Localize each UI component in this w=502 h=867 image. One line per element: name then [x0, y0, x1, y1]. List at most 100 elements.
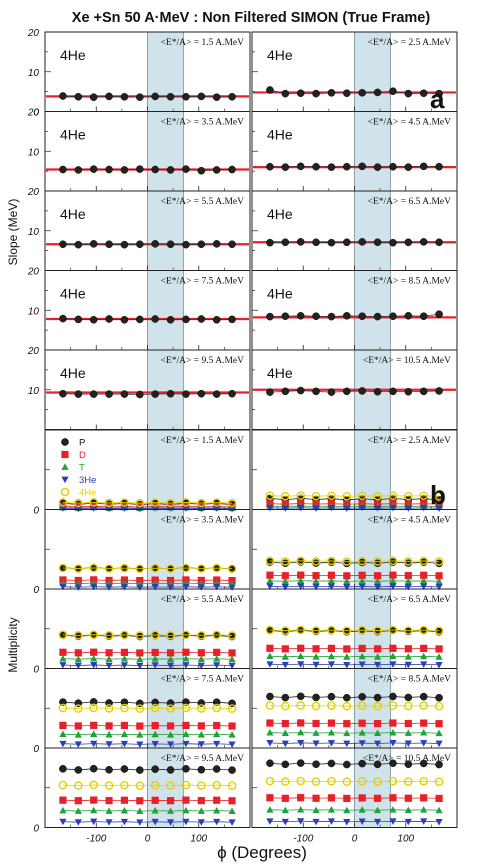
- multiplicity-point: [404, 661, 412, 669]
- multiplicity-series-line: [269, 780, 440, 783]
- multiplicity-point: [58, 498, 68, 507]
- multiplicity-point: [120, 765, 129, 773]
- multiplicity-point: [327, 776, 336, 786]
- multiplicity-point: [58, 780, 68, 790]
- multiplicity-point: [420, 806, 428, 813]
- multiplicity-point: [135, 631, 145, 640]
- multiplicity-point: [281, 719, 289, 728]
- energy-label: <E*/A> = 5.5 A.MeV: [161, 197, 245, 207]
- multiplicity-point: [74, 731, 82, 738]
- slope-point: [358, 162, 366, 171]
- slope-point: [166, 389, 175, 398]
- multiplicity-point: [327, 740, 336, 747]
- multiplicity-point: [181, 563, 191, 573]
- particle-label: 4He: [267, 127, 293, 143]
- multiplicity-point: [404, 818, 412, 826]
- multiplicity-point: [120, 648, 129, 656]
- slope-point: [151, 92, 159, 101]
- multiplicity-point: [166, 741, 175, 748]
- multiplicity-point: [135, 704, 145, 713]
- multiplicity-point: [59, 698, 67, 706]
- multiplicity-point: [342, 701, 352, 711]
- slope-point: [419, 162, 428, 171]
- y-tick-label: 20: [27, 267, 40, 278]
- slope-point: [197, 166, 206, 175]
- multiplicity-point: [404, 583, 412, 591]
- multiplicity-point: [312, 806, 320, 814]
- multiplicity-series-line: [269, 629, 440, 632]
- multiplicity-point: [404, 626, 413, 635]
- multiplicity-point: [213, 796, 221, 804]
- multiplicity-point: [312, 661, 320, 669]
- multiplicity-point: [166, 731, 175, 738]
- multiplicity-point: [182, 721, 190, 730]
- multiplicity-point: [296, 701, 305, 710]
- slope-point: [343, 238, 351, 247]
- multiplicity-point: [342, 492, 352, 501]
- multiplicity-point: [297, 739, 305, 747]
- multiplicity-point: [281, 491, 290, 501]
- multiplicity-point: [266, 692, 274, 701]
- particle-label: 4He: [267, 286, 293, 302]
- slope-point: [105, 92, 113, 101]
- multiplicity-point: [58, 563, 68, 573]
- multiplicity-point: [266, 571, 274, 579]
- multiplicity-series-line: [269, 580, 440, 582]
- multiplicity-point: [266, 728, 274, 736]
- multiplicity-point: [358, 652, 366, 660]
- multiplicity-point: [404, 693, 413, 702]
- multiplicity-point: [59, 818, 67, 826]
- slope-point: [435, 162, 443, 171]
- y-tick-label: 10: [28, 147, 40, 158]
- multiplicity-point: [297, 806, 305, 813]
- multiplicity-point: [228, 797, 236, 805]
- multiplicity-point: [227, 631, 237, 640]
- multiplicity-point: [136, 741, 144, 748]
- multiplicity-point: [213, 648, 221, 656]
- multiplicity-point: [358, 661, 366, 668]
- multiplicity-point: [312, 818, 320, 826]
- legend-label: 3He: [79, 475, 96, 486]
- slope-point: [182, 240, 190, 249]
- multiplicity-point: [120, 806, 129, 814]
- slope-point: [120, 390, 129, 398]
- multiplicity-point: [182, 730, 190, 738]
- slope-point: [74, 166, 83, 174]
- energy-label: <E*/A> = 6.5 A.MeV: [368, 197, 452, 207]
- slope-point: [312, 162, 320, 171]
- multiplicity-point: [104, 630, 114, 640]
- multiplicity-series-line: [62, 658, 233, 660]
- multiplicity-point: [59, 648, 67, 656]
- energy-label: <E*/A> = 8.5 A.MeV: [368, 675, 452, 685]
- multiplicity-point: [265, 491, 275, 500]
- slope-point: [266, 388, 274, 396]
- multiplicity-point: [228, 722, 236, 730]
- slope-point: [389, 238, 397, 247]
- multiplicity-point: [358, 759, 366, 768]
- multiplicity-point: [404, 760, 413, 769]
- slope-point: [212, 240, 221, 248]
- slope-point: [89, 93, 98, 101]
- multiplicity-series-line: [269, 797, 440, 799]
- multiplicity-point: [435, 693, 443, 702]
- multiplicity-point: [312, 572, 320, 580]
- multiplicity-point: [182, 806, 190, 814]
- multiplicity-point: [90, 818, 98, 826]
- multiplicity-point: [182, 505, 190, 512]
- multiplicity-series-line: [62, 707, 233, 709]
- multiplicity-point: [151, 721, 159, 730]
- multiplicity-point: [74, 584, 82, 591]
- slope-point: [212, 166, 221, 174]
- multiplicity-point: [136, 584, 144, 591]
- multiplicity-point: [197, 662, 205, 670]
- multiplicity-point: [327, 794, 336, 802]
- multiplicity-series-line: [269, 732, 440, 734]
- multiplicity-point: [358, 571, 366, 579]
- slope-point: [89, 240, 98, 248]
- multiplicity-point: [213, 662, 221, 669]
- multiplicity-point: [90, 721, 98, 729]
- multiplicity-point: [327, 701, 336, 710]
- multiplicity-point: [342, 777, 352, 787]
- multiplicity-point: [74, 766, 83, 774]
- multiplicity-point: [74, 631, 83, 640]
